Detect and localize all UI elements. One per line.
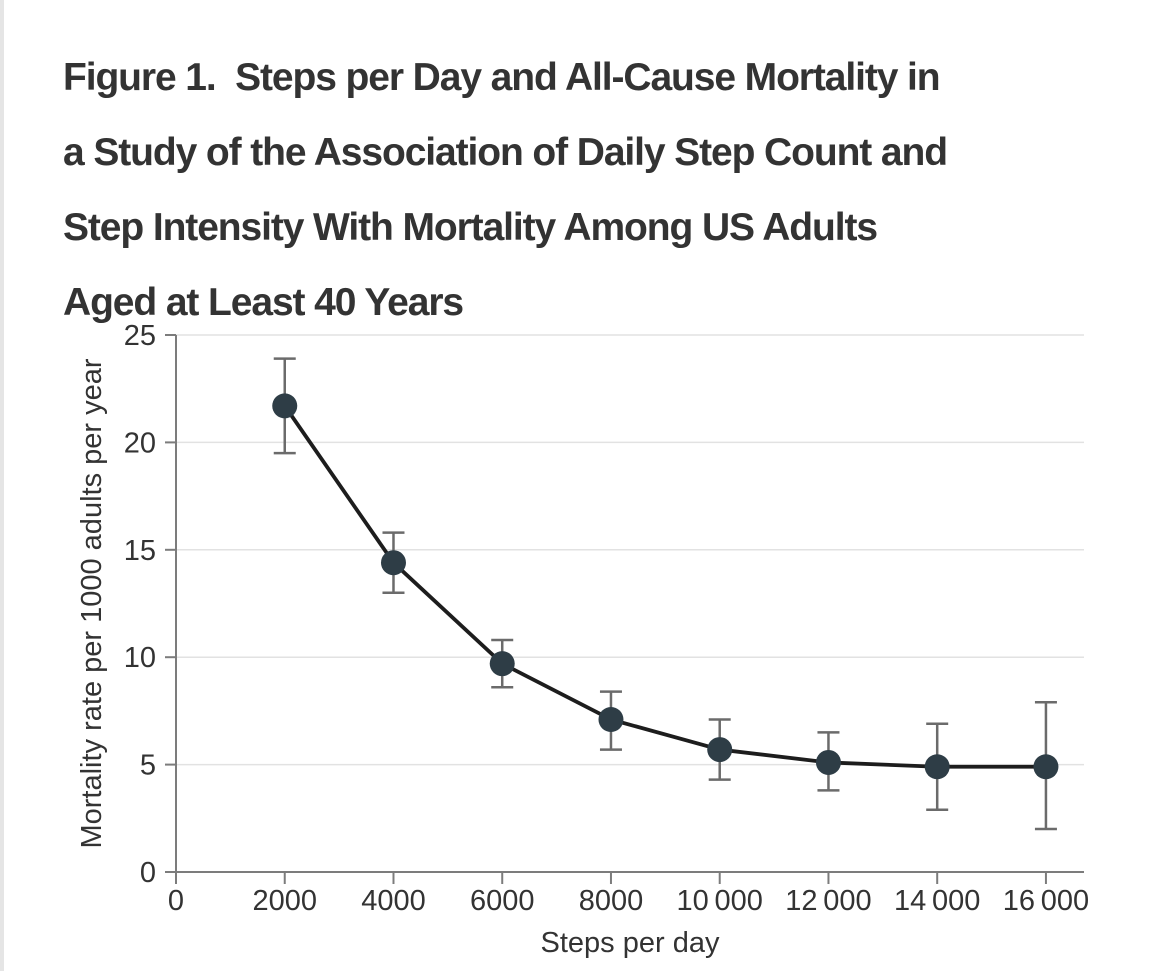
y-tick-label: 10	[124, 642, 156, 674]
y-tick-label: 20	[124, 427, 156, 459]
data-point	[707, 737, 733, 763]
data-point	[1033, 754, 1059, 780]
x-tick-label: 0	[168, 885, 184, 917]
x-tick-label: 12 000	[785, 885, 871, 917]
x-tick-label: 4000	[361, 885, 426, 917]
x-axis-label: Steps per day	[541, 927, 720, 959]
y-tick-label: 15	[124, 535, 156, 567]
data-point	[380, 550, 406, 576]
figure-title-line: Figure 1. Steps per Day and All-Cause Mo…	[63, 56, 941, 100]
data-point	[815, 749, 841, 775]
data-point	[489, 651, 515, 677]
figure-title: Figure 1. Steps per Day and All-Cause Mo…	[63, 40, 1123, 340]
x-tick-label: 14 000	[894, 885, 980, 917]
y-axis-label: Mortality rate per 1000 adults per year	[76, 358, 108, 848]
y-tick-label: 5	[140, 750, 156, 782]
steps-mortality-line-chart: 0 5 10 15 20 25 0 2000 4000 6000 8000 10 000 12 000 1…	[76, 320, 1089, 959]
x-tick-label: 2000	[252, 885, 317, 917]
x-tick-label: 8000	[579, 885, 644, 917]
data-point	[272, 393, 298, 419]
chart-area: 0 5 10 15 20 25 0 2000 4000 6000 8000 10 000 12 000 1…	[0, 311, 1170, 971]
series-line	[282, 403, 1048, 769]
figure-title-line: Aged at Least 40 Years	[63, 281, 464, 325]
x-tick-label: 6000	[470, 885, 535, 917]
figure-title-line: Step Intensity With Mortality Among US A…	[63, 206, 878, 250]
data-point	[924, 754, 950, 780]
page-edge-divider	[0, 0, 4, 971]
y-tick-label: 25	[124, 320, 156, 352]
x-tick-label: 16 000	[1003, 885, 1089, 917]
data-point	[598, 706, 624, 732]
figure-title-line: a Study of the Association of Daily Step…	[63, 131, 948, 175]
y-tick-label: 0	[140, 857, 156, 889]
x-tick-label: 10 000	[676, 885, 762, 917]
